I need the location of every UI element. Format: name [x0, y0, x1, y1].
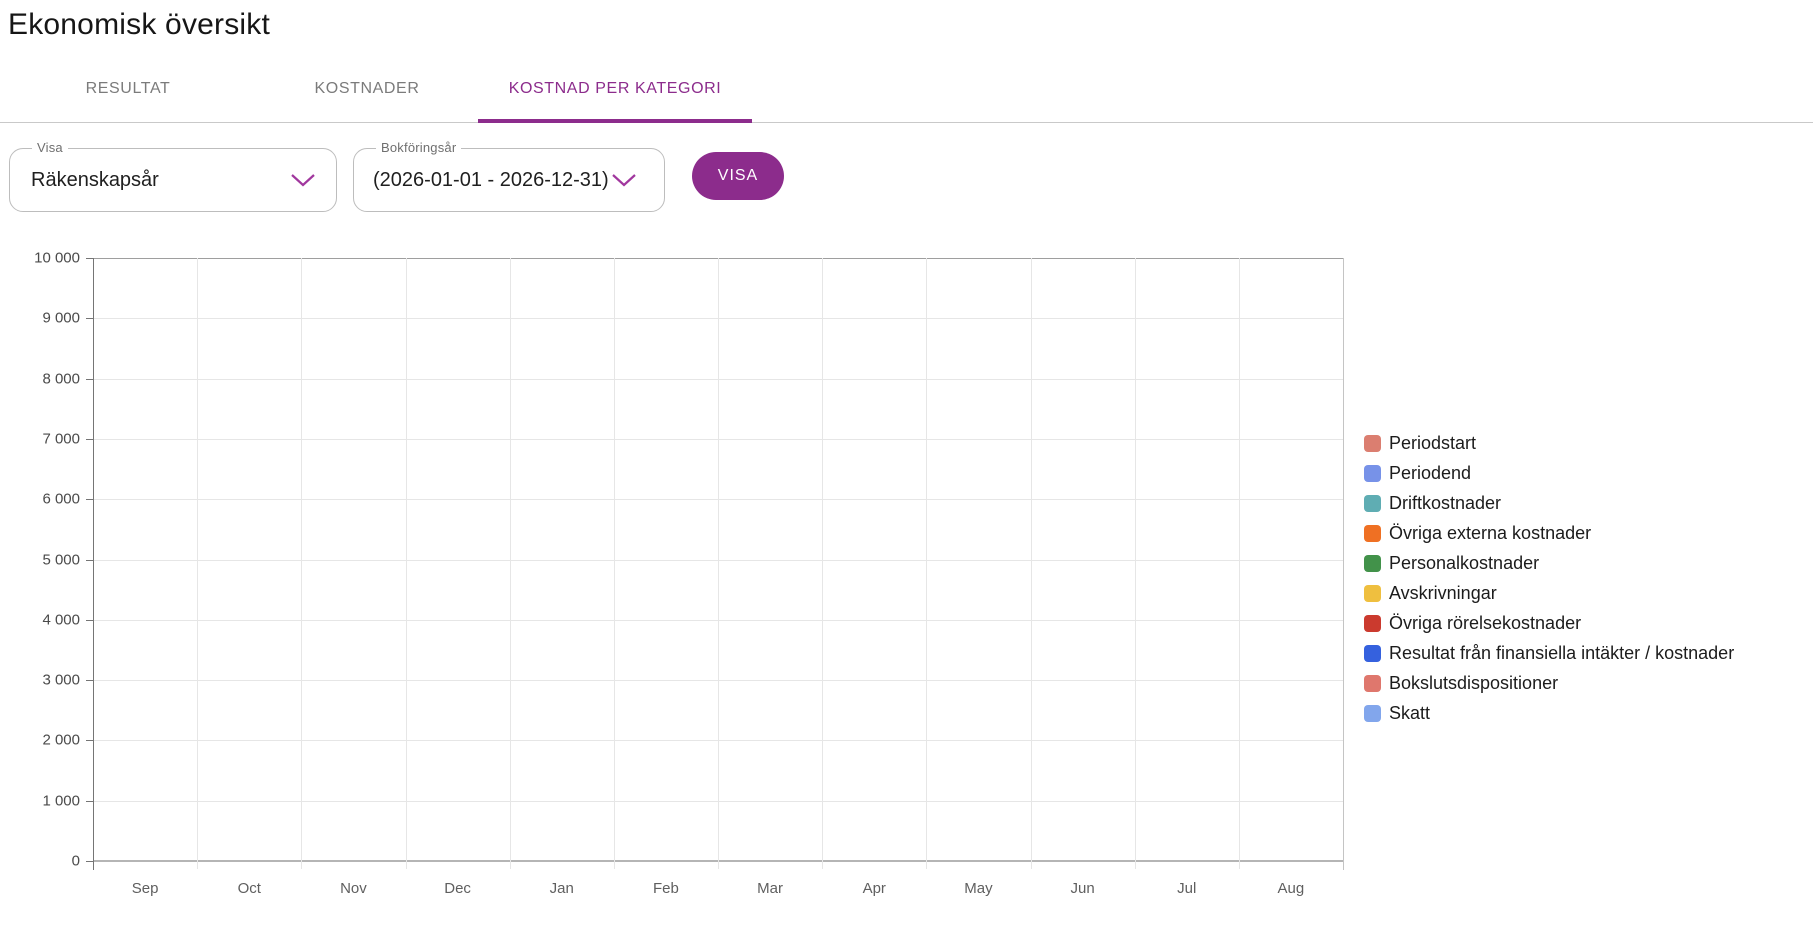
tab-resultat[interactable]: RESULTAT [85, 79, 171, 97]
x-axis-label: Dec [444, 880, 471, 897]
bokforingsar-select-value: (2026-01-01 - 2026-12-31) [373, 168, 609, 191]
legend-swatch [1364, 494, 1381, 512]
x-axis-label: Jan [549, 880, 574, 897]
v-gridline [197, 258, 199, 869]
y-axis-label: 5 000 [42, 551, 80, 568]
legend-label: Övriga externa kostnader [1389, 522, 1592, 543]
x-axis-label: Feb [652, 880, 679, 897]
page-title: Ekonomisk översikt [8, 8, 271, 41]
legend-item: Avskrivningar [1364, 578, 1734, 608]
legend-label: Periodend [1389, 462, 1472, 483]
v-gridline [926, 258, 928, 869]
y-axis-label: 7 000 [42, 430, 80, 448]
y-axis-label: 8 000 [42, 370, 80, 388]
y-axis-tick [86, 318, 93, 320]
v-gridline [718, 258, 719, 869]
x-axis-label: Oct [237, 880, 261, 897]
visa-select-value: Räkenskapsår [31, 168, 159, 191]
v-gridline [405, 258, 407, 869]
legend-label: Skatt [1389, 702, 1431, 723]
y-axis-label: 2 000 [42, 731, 80, 749]
v-gridline [509, 258, 511, 869]
y-axis-tick [86, 861, 93, 862]
legend-item: Periodstart [1364, 428, 1734, 458]
legend-swatch [1364, 644, 1381, 662]
legend-label: Periodstart [1389, 432, 1477, 453]
x-axis-label: Aug [1277, 880, 1305, 897]
legend-swatch [1364, 704, 1381, 722]
legend-swatch [1364, 584, 1381, 602]
tabs: RESULTAT KOSTNADER KOSTNAD PER KATEGORI [0, 55, 1813, 123]
v-gridline [613, 258, 615, 869]
x-axis-label: May [964, 880, 993, 897]
x-axis-label: Apr [862, 880, 886, 897]
v-gridline [1238, 258, 1240, 869]
y-axis-tick [86, 740, 93, 742]
x-axis-label: Sep [131, 880, 159, 897]
y-axis-label: 9 000 [42, 309, 80, 327]
bokforingsar-select-label: Bokföringsår [376, 140, 462, 155]
legend-label: Avskrivningar [1389, 582, 1497, 603]
bokforingsar-select[interactable]: Bokföringsår (2026-01-01 - 2026-12-31) [353, 140, 665, 212]
y-axis-tick [86, 438, 93, 440]
y-axis-tick [86, 559, 93, 561]
visa-submit-button[interactable]: VISA [692, 152, 784, 200]
legend-item: Övriga rörelsekostnader [1364, 608, 1734, 638]
legend-swatch [1364, 614, 1381, 632]
x-axis-label: Jul [1177, 880, 1197, 897]
visa-select-label: Visa [32, 140, 68, 155]
v-gridline [1134, 258, 1136, 869]
chevron-down-icon [291, 174, 315, 187]
legend-label: Resultat från finansiella intäkter / kos… [1389, 642, 1735, 663]
v-gridline [301, 258, 303, 869]
legend-item: Periodend [1364, 458, 1734, 488]
y-axis-line [93, 258, 94, 870]
legend-swatch [1364, 434, 1381, 452]
y-axis-tick [86, 499, 93, 501]
v-gridline [1030, 258, 1032, 869]
y-axis-tick [86, 680, 93, 682]
x-axis-label: Jun [1070, 880, 1095, 897]
y-axis-label: 6 000 [42, 490, 80, 508]
y-axis-label: 3 000 [42, 671, 80, 689]
x-axis-label: Mar [757, 880, 783, 897]
legend-swatch [1364, 464, 1381, 482]
chart-plot-area: 10 000 9 000 8 000 7 000 6 000 5 000 4 000 3 00… [34, 250, 1344, 897]
legend-swatch [1364, 524, 1381, 542]
legend-item: Driftkostnader [1364, 488, 1734, 518]
chevron-down-icon [611, 174, 636, 187]
legend-item: Personalkostnader [1364, 548, 1734, 578]
legend-label: Övriga rörelsekostnader [1389, 612, 1582, 633]
visa-select[interactable]: Visa Räkenskapsår [9, 140, 337, 212]
v-gridline [822, 258, 824, 869]
y-axis-tick [86, 378, 93, 380]
tab-kostnad-per-kategori[interactable]: KOSTNAD PER KATEGORI [478, 55, 752, 123]
legend-label: Bokslutsdispositioner [1389, 672, 1559, 693]
legend-swatch [1364, 674, 1381, 692]
y-axis-label: 1 000 [42, 792, 80, 810]
y-axis-label: 0 [71, 852, 80, 870]
y-axis-tick [86, 800, 93, 802]
y-axis-tick [86, 619, 93, 621]
chart-legend: Periodstart Periodend Driftkostnader Övriga… [1364, 428, 1734, 728]
x-axis-label: Nov [340, 880, 367, 897]
tab-kostnader[interactable]: KOSTNADER [314, 79, 420, 97]
y-axis-label: 4 000 [42, 611, 80, 629]
legend-swatch [1364, 554, 1381, 572]
legend-item: Övriga externa kostnader [1364, 518, 1734, 548]
legend-item: Skatt [1364, 698, 1734, 728]
legend-label: Driftkostnader [1389, 492, 1502, 513]
chart-right-border [1343, 258, 1344, 870]
y-axis-tick [86, 258, 93, 259]
legend-label: Personalkostnader [1389, 552, 1540, 573]
legend-item: Resultat från finansiella intäkter / kos… [1364, 638, 1734, 668]
y-axis-label: 10 000 [34, 249, 80, 267]
legend-item: Bokslutsdispositioner [1364, 668, 1734, 698]
